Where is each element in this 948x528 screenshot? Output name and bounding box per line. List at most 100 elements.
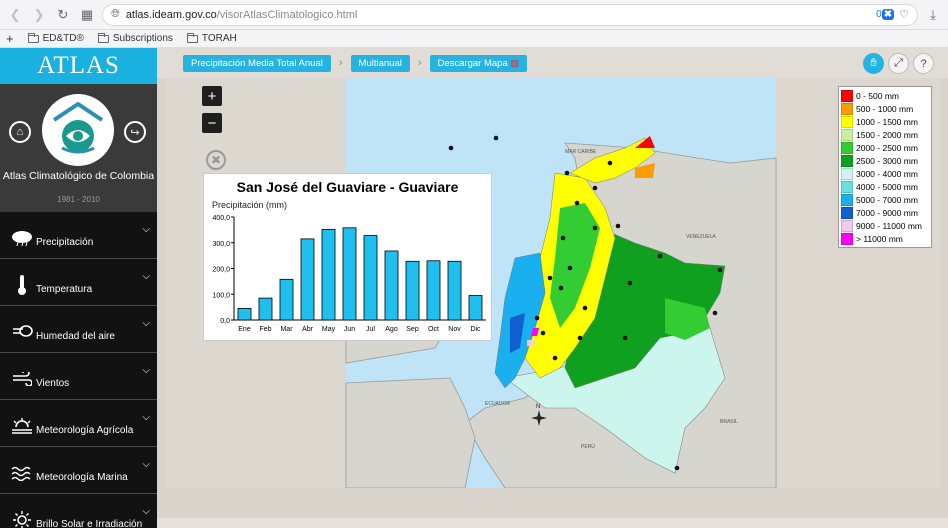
- grid-icon[interactable]: ▦: [80, 6, 94, 22]
- shield-count-badge[interactable]: 0 ✖: [876, 9, 895, 20]
- map-legend: 0 - 500 mm 500 - 1000 mm 1000 - 1500 mm 150…: [838, 86, 932, 248]
- menu-humedad[interactable]: Humedad del aire ⌵: [0, 306, 157, 353]
- legend-row: > 11000 mm: [841, 232, 929, 245]
- zoom-in-button[interactable]: +: [202, 86, 222, 106]
- legend-label: 1000 - 1500 mm: [856, 116, 918, 127]
- chevron-down-icon: ⌵: [142, 318, 150, 329]
- close-popup-icon[interactable]: ✖: [206, 150, 226, 170]
- popup-title: San José del Guaviare - Guaviare: [236, 179, 459, 195]
- atlas-years: 1981 - 2010: [57, 195, 100, 204]
- download-icon[interactable]: ⤓: [930, 6, 936, 22]
- svg-text:N: N: [536, 404, 540, 410]
- pan-hand-icon[interactable]: ✋︎: [863, 53, 884, 74]
- menu-brillo-solar[interactable]: Brillo Solar e Irradiación ⌵: [0, 494, 157, 528]
- sun-horizon-icon: [10, 416, 34, 436]
- url-bar[interactable]: 🌐︎ atlas.ideam.gov.co/visorAtlasClimatol…: [102, 3, 918, 26]
- crumb-separator-icon: ›: [338, 57, 343, 69]
- add-bookmark-icon[interactable]: +: [6, 31, 14, 46]
- popup-ylabel: Precipitación (mm): [212, 200, 288, 210]
- legend-row: 1000 - 1500 mm: [841, 115, 929, 128]
- legend-label: 1500 - 2000 mm: [856, 129, 918, 140]
- bar: [300, 238, 315, 321]
- label-ecuador: ECUADOR: [485, 401, 510, 407]
- region-green-east: [665, 298, 710, 340]
- bar: [405, 260, 420, 321]
- sidebar: ATLAS ⌂ ↪ Atlas Climatológico de Colombi…: [0, 48, 157, 528]
- x-tick-label: Ago: [385, 326, 398, 333]
- legend-row: 7000 - 9000 mm: [841, 206, 929, 219]
- legend-swatch: [841, 193, 853, 206]
- legend-swatch: [841, 206, 853, 219]
- y-tick-label: 400,0: [212, 215, 230, 222]
- breadcrumb-bar: Precipitación Media Total Anual › Multia…: [157, 48, 948, 78]
- profile-panel: ⌂ ↪ Atlas Climatológico de Colombia 1981…: [0, 84, 157, 212]
- chevron-down-icon: ⌵: [142, 224, 150, 235]
- y-tick-label: 300,0: [212, 241, 230, 248]
- menu-meteorologia-agricola[interactable]: Meteorología Agrícola ⌵: [0, 400, 157, 447]
- y-tick-label: 0,0: [220, 318, 230, 325]
- bar: [237, 308, 252, 321]
- bookmark-subscriptions[interactable]: Subscriptions: [97, 32, 173, 44]
- bar: [321, 228, 336, 321]
- legend-label: 3000 - 4000 mm: [856, 168, 918, 179]
- crumb-precipitacion-anual[interactable]: Precipitación Media Total Anual: [183, 54, 331, 72]
- legend-swatch: [841, 154, 853, 167]
- bar: [468, 295, 483, 321]
- browser-address-row: ❮ ❯ ↻ ▦ 🌐︎ atlas.ideam.gov.co/visorAtlas…: [0, 0, 948, 30]
- legend-row: 0 - 500 mm: [841, 89, 929, 102]
- forward-icon[interactable]: ❯: [33, 6, 45, 22]
- x-tick-label: Jul: [366, 326, 375, 333]
- menu-precipitacion[interactable]: Precipitación ⌵: [0, 212, 157, 259]
- heart-icon[interactable]: ♡: [899, 9, 909, 21]
- back-icon[interactable]: ❮: [9, 6, 21, 22]
- menu-meteorologia-marina[interactable]: Meteorología Marina ⌵: [0, 447, 157, 494]
- humidity-icon: [10, 322, 34, 342]
- home-icon[interactable]: ⌂: [9, 121, 31, 143]
- crumb-multianual[interactable]: Multianual: [350, 54, 410, 72]
- legend-label: 7000 - 9000 mm: [856, 207, 918, 218]
- sun-icon: [10, 510, 34, 528]
- x-tick-label: Ene: [238, 326, 251, 333]
- legend-label: 5000 - 7000 mm: [856, 194, 918, 205]
- fullscreen-icon[interactable]: ⤢: [888, 53, 909, 74]
- legend-swatch: [841, 141, 853, 154]
- ideam-logo: [42, 94, 114, 166]
- menu-temperatura[interactable]: Temperatura ⌵: [0, 259, 157, 306]
- legend-label: 2500 - 3000 mm: [856, 155, 918, 166]
- label-peru: PERÚ: [581, 443, 595, 450]
- x-tick-label: Dic: [470, 326, 481, 333]
- logout-icon[interactable]: ↪: [124, 121, 146, 143]
- label-brasil: BRASIL: [720, 419, 738, 425]
- folder-icon: [186, 32, 198, 43]
- crumb-separator-icon: ›: [417, 57, 422, 69]
- reload-icon[interactable]: ↻: [57, 6, 69, 22]
- bookmark-edtd[interactable]: ED&TD®: [27, 32, 84, 44]
- legend-swatch: [841, 232, 853, 245]
- bookmark-torah[interactable]: TORAH: [186, 32, 237, 44]
- region-magenta: [531, 328, 539, 336]
- legend-label: 500 - 1000 mm: [856, 103, 914, 114]
- shield-icon: ✖: [881, 9, 895, 20]
- waves-icon: [10, 463, 34, 483]
- x-tick-label: Feb: [259, 326, 271, 333]
- menu-vientos[interactable]: Vientos ⌵: [0, 353, 157, 400]
- legend-swatch: [841, 115, 853, 128]
- region-pink: [527, 340, 535, 346]
- x-tick-label: Oct: [428, 326, 439, 333]
- ecuador-land: [345, 377, 476, 488]
- help-icon[interactable]: ?: [913, 53, 934, 74]
- legend-label: 0 - 500 mm: [856, 90, 899, 101]
- legend-swatch: [841, 89, 853, 102]
- zoom-out-button[interactable]: −: [202, 113, 222, 133]
- main-panel: Precipitación Media Total Anual › Multia…: [157, 48, 948, 528]
- bar: [426, 260, 441, 321]
- bar: [363, 235, 378, 321]
- download-map-button[interactable]: Descargar Mapa ▧: [429, 54, 527, 72]
- chevron-down-icon: ⌵: [142, 271, 150, 282]
- label-mar-caribe: MAR CARIBE: [565, 149, 597, 155]
- url-text[interactable]: atlas.ideam.gov.co/visorAtlasClimatologi…: [125, 8, 358, 21]
- legend-row: 3000 - 4000 mm: [841, 167, 929, 180]
- map-viewer[interactable]: VENEZUELA ECUADOR PERÚ BRASIL MAR CARIBE…: [165, 78, 940, 488]
- legend-swatch: [841, 167, 853, 180]
- precipitation-chart: 0,0 100,0 200,0 300,0 400,0 Ene Feb Mar Abr May Ju…: [212, 215, 486, 333]
